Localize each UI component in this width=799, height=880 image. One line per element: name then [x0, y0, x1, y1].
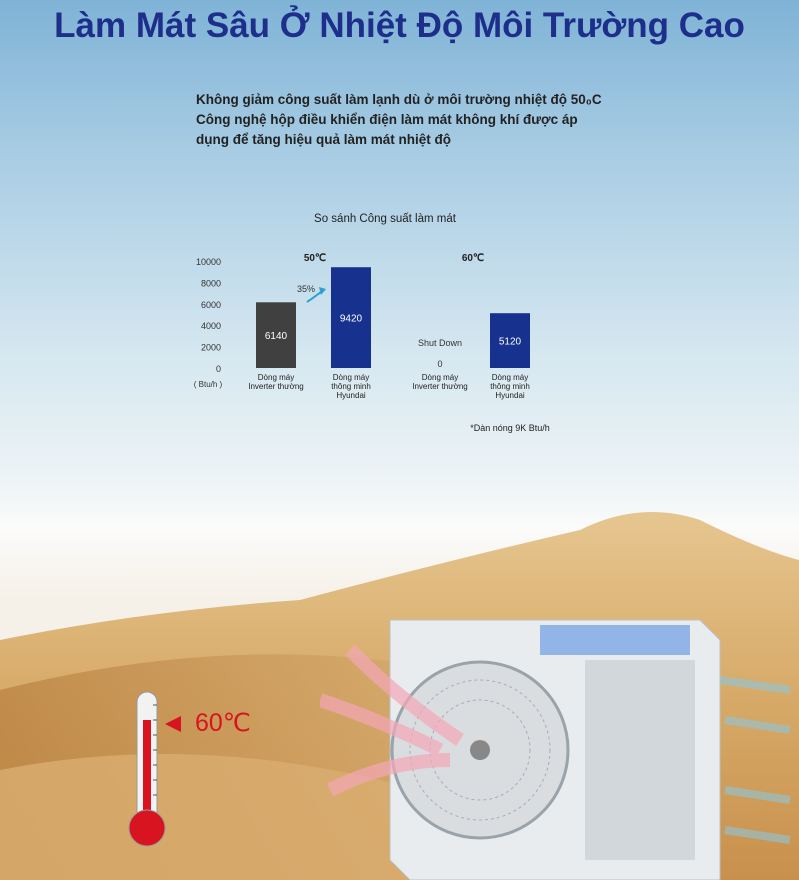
category-label: Inverter thường: [248, 382, 304, 391]
pointer-triangle-icon: [165, 716, 181, 732]
y-tick-label: 0: [216, 364, 221, 374]
bar-value-label: 5120: [499, 337, 522, 348]
shut-down-note: Shut Down: [418, 338, 462, 348]
category-label: Hyundai: [336, 391, 366, 400]
category-label: Dòng máy: [333, 373, 369, 382]
outdoor-ac-unit-image: [320, 619, 791, 880]
bar-value-label: 6140: [265, 331, 288, 342]
increase-annotation: 35%: [297, 284, 315, 294]
category-label: Inverter thường: [412, 382, 468, 391]
category-label: Hyundai: [495, 391, 525, 400]
bar: [256, 302, 296, 368]
intro-line: Công nghệ hộp điều khiển điện làm mát kh…: [196, 112, 578, 127]
category-label: thông minh: [490, 382, 530, 391]
arrow-head: [319, 287, 326, 295]
intro-line: dụng để tăng hiệu quả làm mát nhiệt độ: [196, 132, 452, 147]
page-title: Làm Mát Sâu Ở Nhiệt Độ Môi Trường Cao: [54, 6, 745, 45]
intro-line: Không giảm công suất làm lạnh dù ở môi t…: [196, 92, 602, 107]
thermometer-icon: [128, 691, 166, 847]
bar: [331, 267, 371, 368]
bar-value-label: 0: [437, 359, 442, 369]
y-tick-label: 4000: [201, 321, 221, 331]
category-label: thông minh: [331, 382, 371, 391]
temperature-label: 60℃: [195, 709, 251, 737]
bar: [490, 313, 530, 368]
group-label: 50℃: [304, 253, 326, 264]
intro-text: Không giảm công suất làm lạnh dù ở môi t…: [196, 90, 602, 150]
y-axis-unit: ( Btu/h ): [194, 380, 223, 389]
bar-value-label: 9420: [340, 314, 363, 325]
footnote: *Dàn nóng 9K Btu/h: [470, 423, 550, 433]
group-label: 60℃: [462, 253, 484, 264]
y-tick-label: 10000: [196, 257, 221, 267]
y-tick-label: 2000: [201, 343, 221, 353]
category-label: Dòng máy: [422, 373, 458, 382]
y-tick-label: 6000: [201, 300, 221, 310]
y-tick-label: 8000: [201, 278, 221, 288]
cooling-capacity-chart: So sánh Công suất làm mát 0 2000 4000 6000 8…: [194, 213, 550, 433]
chart-title: So sánh Công suất làm mát: [314, 213, 457, 225]
category-label: Dòng máy: [492, 373, 528, 382]
category-label: Dòng máy: [258, 373, 294, 382]
